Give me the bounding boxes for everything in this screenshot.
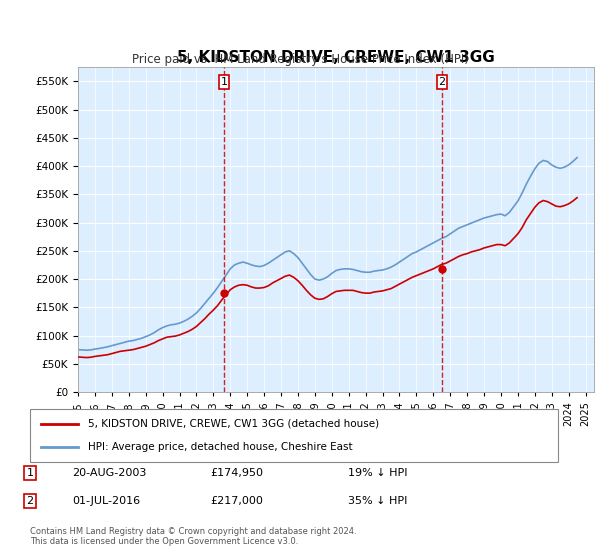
Text: 2: 2: [438, 77, 445, 87]
Text: 19% ↓ HPI: 19% ↓ HPI: [348, 468, 407, 478]
Text: 01-JUL-2016: 01-JUL-2016: [72, 496, 140, 506]
Title: 5, KIDSTON DRIVE, CREWE, CW1 3GG: 5, KIDSTON DRIVE, CREWE, CW1 3GG: [177, 50, 495, 64]
Text: 35% ↓ HPI: 35% ↓ HPI: [348, 496, 407, 506]
Text: 1: 1: [221, 77, 227, 87]
Text: £174,950: £174,950: [210, 468, 263, 478]
Text: 1: 1: [26, 468, 34, 478]
Text: HPI: Average price, detached house, Cheshire East: HPI: Average price, detached house, Ches…: [88, 442, 353, 452]
Text: £217,000: £217,000: [210, 496, 263, 506]
Text: 20-AUG-2003: 20-AUG-2003: [72, 468, 146, 478]
Text: 5, KIDSTON DRIVE, CREWE, CW1 3GG (detached house): 5, KIDSTON DRIVE, CREWE, CW1 3GG (detach…: [88, 419, 379, 429]
Text: Price paid vs. HM Land Registry's House Price Index (HPI): Price paid vs. HM Land Registry's House …: [131, 53, 469, 66]
Text: Contains HM Land Registry data © Crown copyright and database right 2024.
This d: Contains HM Land Registry data © Crown c…: [30, 526, 356, 546]
FancyBboxPatch shape: [30, 409, 558, 462]
Text: 2: 2: [26, 496, 34, 506]
